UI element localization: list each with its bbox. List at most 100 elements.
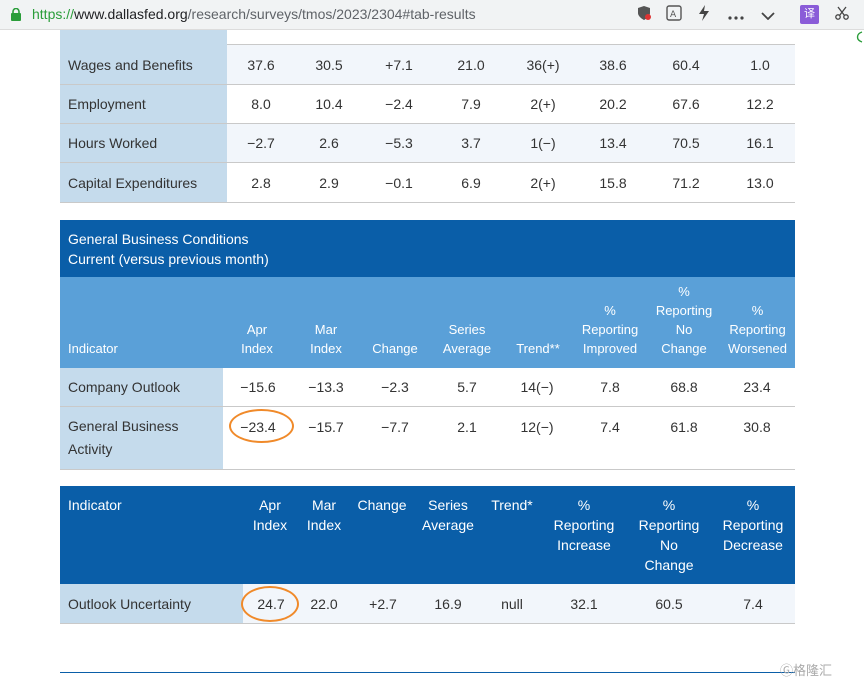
header-reporting-worsened: % Reporting Worsened [727, 303, 787, 356]
table-row: Capital Expenditures 2.8 2.9 −0.1 6.9 2(+) 15.… [60, 163, 795, 203]
header-series-average: Series Average [442, 322, 492, 356]
table-cell: 7.4 [600, 419, 620, 435]
table-cell: null [501, 595, 523, 612]
header-reporting-increase: % Reporting Increase [553, 497, 615, 553]
address-bar[interactable]: https://www.dallasfed.org/research/surve… [32, 6, 476, 22]
row-label: Hours Worked [60, 124, 227, 162]
table2-column-headers: Indicator Apr Index Mar Index Change Serie… [60, 277, 795, 368]
table-cell: 23.4 [743, 379, 771, 395]
table-cell: 67.6 [672, 96, 700, 112]
table-cell: 2.8 [251, 174, 271, 191]
watermark-logo-icon: Ⓖ [780, 663, 794, 678]
url-scheme: https:// [32, 6, 75, 22]
table-cell: 13.4 [599, 135, 627, 151]
row-label: Wages and Benefits [60, 45, 227, 84]
table-cell: 20.2 [599, 96, 627, 112]
table-cell: 3.7 [461, 135, 481, 151]
table-cell: 7.4 [743, 595, 763, 612]
header-change: Change [372, 341, 418, 356]
table-row-general-business-activity: General Business Activity −23.4 −15.7 −7.7 2… [60, 407, 795, 470]
table-cell: 16.9 [434, 595, 462, 612]
header-reporting-no-change: % Reporting No Change [655, 284, 713, 356]
table-cell: −13.3 [308, 379, 344, 395]
table-cell: 32.1 [570, 595, 598, 612]
table-cell: 16.1 [746, 135, 774, 151]
header-apr-index: Apr Index [241, 322, 273, 356]
table-cell: 5.7 [457, 379, 477, 395]
url-path: /research/surveys/tmos/2023/2304#tab-res… [187, 6, 476, 22]
table-cell: 37.6 [247, 56, 275, 73]
table-cell: 70.5 [672, 135, 700, 151]
table-cell: 6.9 [461, 174, 481, 191]
header-trend: Trend* [491, 497, 533, 513]
table-cell: 12.2 [746, 96, 774, 112]
header-mar-index: Mar Index [306, 497, 342, 533]
table3-column-headers: Indicator Apr Index Mar Index Change Serie… [60, 486, 795, 584]
table-cell: 60.5 [655, 595, 683, 612]
table-cell: −15.6 [240, 379, 276, 395]
table-row: Wages and Benefits 37.6 30.5 +7.1 21.0 36(+) 3… [60, 45, 795, 85]
table-cell: 7.9 [461, 96, 481, 112]
table2-title-line1: General Business Conditions [68, 231, 249, 247]
lightning-icon[interactable] [694, 5, 714, 25]
table-cell: 1(−) [530, 135, 556, 151]
table-cell: 2(+) [530, 174, 556, 191]
lock-icon [11, 8, 21, 21]
table-row: Employment 8.0 10.4 −2.4 7.9 2(+) 20.2 67.6 12.2 [60, 85, 795, 124]
table-cell: 7.8 [600, 379, 620, 395]
table-cell: 38.6 [599, 56, 627, 73]
translate-extension-icon[interactable]: 译 [800, 5, 819, 24]
svg-text:A: A [670, 10, 677, 20]
table-cell: 14(−) [520, 379, 554, 395]
table-cell: 2.1 [457, 419, 477, 435]
table-cell: 21.0 [457, 56, 485, 73]
chevron-down-icon[interactable] [758, 5, 778, 25]
table-cell: 10.4 [315, 96, 343, 112]
table-cell: 13.0 [746, 174, 774, 191]
table-cell: 36(+) [526, 56, 560, 73]
header-mar-index: Mar Index [310, 322, 342, 356]
watermark: Ⓖ格隆汇 [780, 663, 833, 678]
table-cell: 30.8 [743, 419, 771, 435]
table-cell: −5.3 [385, 135, 413, 151]
table1-top-strip [60, 30, 795, 45]
table-cell: +7.1 [385, 56, 413, 73]
table-cell: 22.0 [310, 595, 338, 612]
table-cell: 60.4 [672, 56, 700, 73]
highlight-circle [241, 586, 299, 622]
row-label: Outlook Uncertainty [60, 584, 243, 623]
header-reporting-no-change: % Reporting No Change [638, 497, 700, 573]
more-icon[interactable] [726, 5, 746, 25]
highlight-circle [229, 409, 294, 443]
table-cell: −7.7 [381, 419, 409, 435]
scissors-icon[interactable] [832, 5, 852, 25]
header-reporting-improved: % Reporting Improved [581, 303, 639, 356]
header-series-average: Series Average [422, 497, 474, 533]
translate-icon[interactable]: A [664, 5, 684, 25]
header-reporting-decrease: % Reporting Decrease [722, 497, 784, 553]
table-cell: 68.8 [670, 379, 698, 395]
table-cell: 2.6 [319, 135, 339, 151]
table-cell: 61.8 [670, 419, 698, 435]
table-cell: +2.7 [369, 595, 397, 612]
url-host: www.dallasfed.org [74, 6, 188, 22]
table-cell: 1.0 [750, 56, 770, 73]
table-cell: 2(+) [530, 96, 556, 112]
row-label: Employment [60, 85, 227, 123]
section-divider [60, 672, 795, 673]
table-cell: 8.0 [251, 96, 271, 112]
header-apr-index: Apr Index [252, 497, 288, 533]
table-cell: 2.9 [319, 174, 339, 191]
shield-icon[interactable] [634, 5, 654, 25]
row-label: Capital Expenditures [60, 163, 227, 202]
browser-toolbar: https://www.dallasfed.org/research/surve… [0, 0, 864, 30]
table-row-outlook-uncertainty: Outlook Uncertainty 24.7 22.0 +2.7 16.9 null… [60, 584, 795, 624]
table-cell: 71.2 [672, 174, 700, 191]
header-change: Change [357, 497, 407, 513]
row-label: Company Outlook [60, 368, 223, 406]
table-row-company-outlook: Company Outlook −15.6 −13.3 −2.3 5.7 14(−) 7.… [60, 368, 795, 407]
header-indicator: Indicator [68, 341, 118, 356]
table-cell: −2.3 [381, 379, 409, 395]
table-cell: 15.8 [599, 174, 627, 191]
table-row: Hours Worked −2.7 2.6 −5.3 3.7 1(−) 13.4 70.5 16… [60, 124, 795, 163]
